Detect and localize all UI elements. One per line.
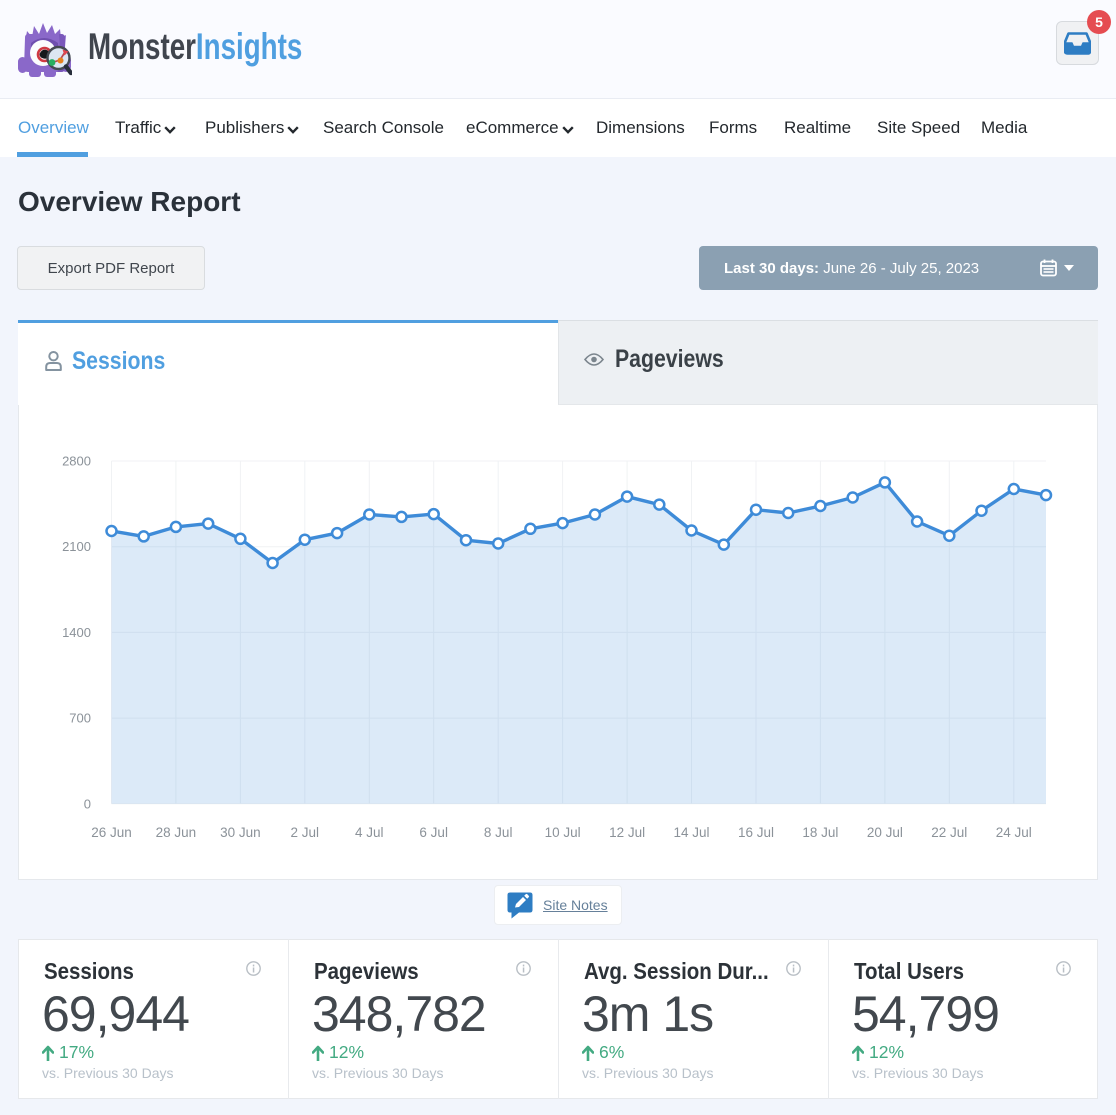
svg-text:28 Jun: 28 Jun <box>156 825 197 840</box>
svg-text:22 Jul: 22 Jul <box>931 825 967 840</box>
svg-text:4 Jul: 4 Jul <box>355 825 384 840</box>
svg-text:700: 700 <box>69 711 91 726</box>
svg-text:10 Jul: 10 Jul <box>545 825 581 840</box>
svg-text:24 Jul: 24 Jul <box>996 825 1032 840</box>
svg-text:30 Jun: 30 Jun <box>220 825 261 840</box>
svg-text:2 Jul: 2 Jul <box>291 825 320 840</box>
svg-text:14 Jul: 14 Jul <box>673 825 709 840</box>
svg-text:2100: 2100 <box>62 539 91 554</box>
svg-text:16 Jul: 16 Jul <box>738 825 774 840</box>
svg-text:6 Jul: 6 Jul <box>419 825 448 840</box>
svg-text:1400: 1400 <box>62 625 91 640</box>
svg-text:18 Jul: 18 Jul <box>802 825 838 840</box>
svg-text:8 Jul: 8 Jul <box>484 825 513 840</box>
svg-text:0: 0 <box>84 796 91 811</box>
svg-text:26 Jun: 26 Jun <box>91 825 132 840</box>
svg-text:12 Jul: 12 Jul <box>609 825 645 840</box>
svg-text:20 Jul: 20 Jul <box>867 825 903 840</box>
svg-text:2800: 2800 <box>62 454 91 469</box>
